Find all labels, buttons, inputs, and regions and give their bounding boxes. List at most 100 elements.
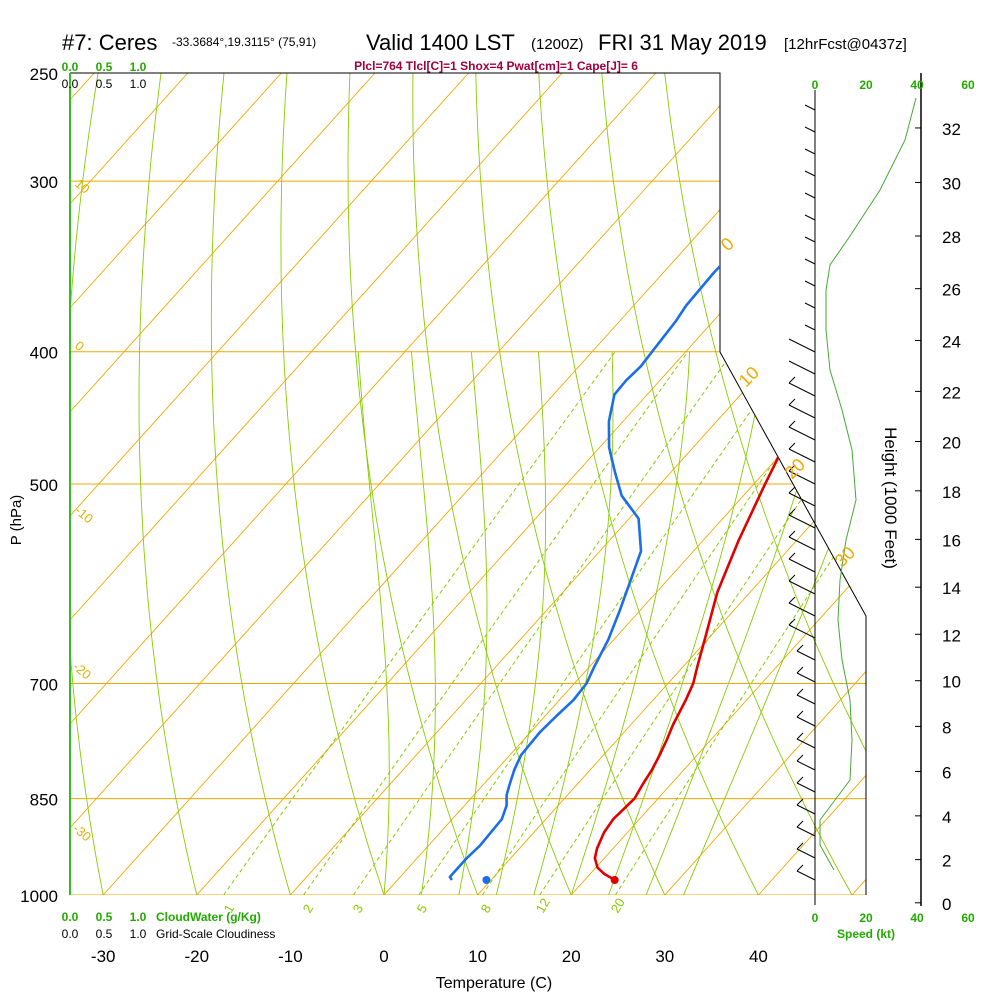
cloudiness-bottom-tick: 1.0	[130, 927, 147, 941]
wind-barb	[796, 672, 816, 683]
wind-barb	[796, 738, 816, 749]
wind-barb	[804, 302, 816, 309]
wind-barb-feather	[796, 688, 804, 696]
isotherm-line	[664, 73, 866, 895]
wind-barb	[796, 826, 816, 837]
series-layer	[448, 83, 866, 884]
cloudiness-top-tick: 0.5	[96, 77, 113, 91]
mixing-ratio-line	[303, 351, 689, 895]
dry-adiabat-line	[664, 73, 866, 895]
wind-barb-feather	[788, 552, 796, 560]
wind-barb	[788, 338, 816, 353]
cloudwater-bottom-tick: 0.0	[62, 910, 79, 924]
wind-barb-feather	[788, 398, 796, 406]
wind-barb	[804, 148, 816, 155]
wind-barb-feather	[788, 618, 796, 626]
wind-barb	[788, 624, 816, 639]
height-tick-label: 32	[942, 120, 961, 139]
dry-adiabat-line	[538, 73, 759, 895]
speed-top-tick: 40	[910, 78, 924, 92]
cloudiness-bottom-tick: 0.5	[96, 927, 113, 941]
wind-barb-feather	[796, 732, 804, 740]
speed-label: Speed (kt)	[837, 927, 895, 941]
wind-barb	[804, 324, 816, 331]
height-tick-label: 2	[942, 852, 951, 871]
mixing-ratio-label: 8	[478, 902, 495, 916]
wind-barb	[788, 580, 816, 595]
cloudwater-top-tick: 0.0	[62, 60, 79, 74]
pressure-tick-label: 400	[30, 344, 58, 363]
dry-adiabat-label: 10	[72, 176, 93, 197]
pressure-tick-label: 300	[30, 173, 58, 192]
moist-adiabat-line	[533, 351, 614, 895]
dry-adiabat-line	[210, 73, 291, 895]
moist-adiabat-line	[608, 351, 767, 895]
speed-top-tick: 20	[859, 78, 873, 92]
moist-adiabat-line	[495, 351, 547, 895]
isotherm-line	[383, 73, 866, 895]
dry-adiabat-line	[347, 73, 479, 895]
wind-barb	[804, 104, 816, 111]
cloudwater-top-tick: 1.0	[130, 60, 147, 74]
isotherm-line	[70, 73, 563, 895]
wind-barb-feather	[796, 842, 804, 850]
pressure-tick-label: 1000	[20, 887, 58, 906]
height-tick-label: 8	[942, 718, 951, 737]
temperature-tick-label: 0	[379, 947, 388, 966]
wind-barb	[796, 782, 816, 793]
wind-barb-feather	[796, 820, 804, 828]
height-tick-label: 26	[942, 281, 961, 300]
y2-axis-title: Height (1000 Feet)	[881, 427, 900, 569]
dry-adiabat-label: -10	[72, 503, 96, 527]
mixing-ratio-line	[539, 351, 866, 895]
wind-barb	[796, 694, 816, 705]
wind-barb	[788, 382, 816, 397]
temperature-tick-label: -20	[185, 947, 210, 966]
y-axis-title: P (hPa)	[8, 495, 25, 546]
wind-barb-feather	[796, 798, 804, 806]
cloudiness-bottom-tick: 0.0	[62, 927, 79, 941]
mixing-ratio-line	[614, 351, 866, 895]
moist-adiabat-line	[683, 351, 866, 895]
valid-time: Valid 1400 LST	[366, 30, 515, 55]
height-tick-label: 20	[942, 434, 961, 453]
wind-barb	[796, 848, 816, 859]
height-tick-label: 16	[942, 531, 961, 550]
dry-adiabat-line	[70, 73, 104, 895]
cloudiness-top-tick: 1.0	[130, 77, 147, 91]
wind-barb-feather	[796, 864, 804, 872]
wind-barb	[788, 602, 816, 617]
moist-adiabat-label: 30	[831, 543, 859, 571]
valid-date: FRI 31 May 2019	[598, 30, 767, 55]
height-tick-label: 18	[942, 483, 961, 502]
height-tick-label: 24	[942, 332, 961, 351]
temperature-tick-label: -30	[91, 947, 116, 966]
speed-bottom-tick: 40	[910, 911, 924, 925]
speed-top-tick: 0	[812, 78, 819, 92]
mixing-ratio-line	[223, 351, 616, 895]
wind-barb	[788, 536, 816, 551]
moist-adiabat-line	[458, 351, 488, 895]
cloudwater-bottom-tick: 0.5	[96, 910, 113, 924]
mixing-ratio-label: 12	[533, 895, 553, 915]
dry-adiabat-line	[980, 73, 1000, 895]
wind-barb	[788, 514, 816, 529]
mixing-ratio-label: 3	[350, 902, 367, 916]
cloudiness-label: Grid-Scale Cloudiness	[156, 927, 275, 941]
dry-adiabat-line	[475, 73, 666, 895]
wind-barb	[796, 716, 816, 727]
wind-barb	[788, 492, 816, 507]
wind-barb	[796, 870, 816, 881]
isotherm-line	[758, 73, 866, 895]
forecast-label: [12hrFcst@0437z]	[784, 36, 907, 53]
moist-adiabat-line	[357, 351, 390, 895]
height-tick-label: 12	[942, 626, 961, 645]
wind-barb	[804, 214, 816, 221]
wind-barb-feather	[788, 420, 796, 428]
wind-barb	[788, 448, 816, 463]
isotherm-line	[70, 73, 376, 895]
wind-barb	[788, 404, 816, 419]
wind-barb	[796, 804, 816, 815]
wind-barb	[788, 558, 816, 573]
wind-barb	[804, 258, 816, 265]
